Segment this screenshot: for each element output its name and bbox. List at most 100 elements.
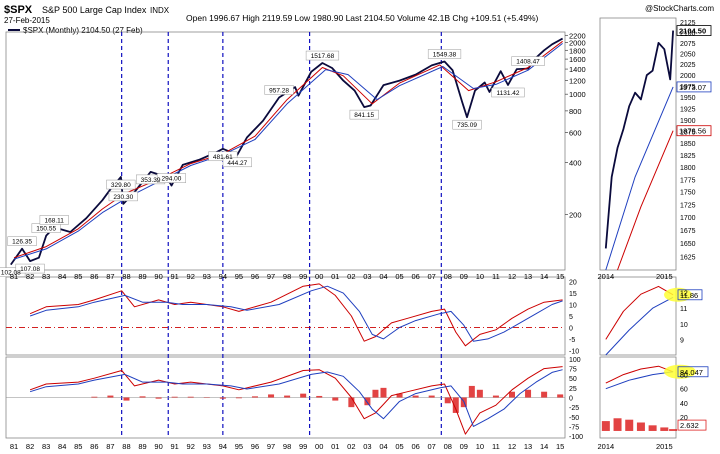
annotation-box-2 (15, 263, 45, 274)
rosc-series-1 (605, 371, 674, 390)
mom-ytick-label-4: 0 (569, 325, 573, 332)
main-series-2 (13, 43, 563, 260)
rmain-value-label-1: 1973.07 (679, 83, 706, 92)
osc-hist-bar-0 (91, 396, 98, 398)
osc-ytick-label-6: -50 (569, 415, 579, 422)
osc-xtick-label-15: 96 (251, 442, 259, 451)
main-xtick-label-4: 85 (74, 272, 82, 281)
main-xtick-label-7: 88 (122, 272, 130, 281)
osc-xtick-label-18: 99 (299, 442, 307, 451)
osc-hist-bar-29 (508, 391, 515, 398)
rmom-series-1 (605, 296, 674, 356)
rmom-ytick-label-1: 11 (680, 306, 687, 313)
chart-ohlc: Open 1996.67 High 2119.59 Low 1980.90 La… (186, 13, 539, 23)
rmain-value-label-2: 1876.56 (679, 127, 706, 136)
main-xtick-label-0: 81 (10, 272, 18, 281)
annotation-label-15: 735.09 (457, 122, 477, 129)
annotation-label-10: 444.27 (227, 160, 247, 167)
mom-series-1 (29, 285, 563, 342)
osc-xtick-label-17: 98 (283, 442, 291, 451)
osc-xtick-label-33: 14 (540, 442, 548, 451)
rmom-ytick-label-3: 9 (680, 337, 684, 344)
rmain-xtick-label-0: 2014 (598, 272, 615, 281)
osc-series-0 (29, 366, 563, 435)
osc-hist-bar-4 (155, 397, 162, 399)
rmain-ytick-label-6: 1975 (680, 84, 696, 91)
annotation-box-16 (491, 87, 525, 98)
osc-hist-bar-21 (412, 395, 419, 398)
main-ytick-label-4: 1400 (569, 65, 586, 74)
rmom-ytick-label-2: 10 (680, 322, 688, 329)
osc-ytick-label-1: 75 (569, 367, 577, 374)
annotation-box-10 (222, 157, 252, 168)
chart-legend: $SPX (Monthly) 2104.50 (27 Feb) (23, 26, 143, 35)
panel-frame-rosc (599, 356, 677, 439)
osc-xtick-label-34: 15 (556, 442, 564, 451)
main-ytick-label-9: 400 (569, 159, 582, 168)
rmain-ytick-label-18: 1675 (680, 228, 696, 235)
main-xtick-label-6: 87 (106, 272, 114, 281)
main-xtick-label-24: 05 (395, 272, 403, 281)
osc-hist-bar-5 (171, 396, 178, 398)
main-ytick-label-6: 1000 (569, 90, 586, 99)
rmain-series-1 (605, 86, 674, 271)
rmain-ytick-label-19: 1650 (680, 241, 696, 248)
osc-ytick-label-8: -100 (569, 434, 583, 441)
chart-index-name: S&P 500 Large Cap Index (42, 5, 147, 15)
annotation-box-11 (264, 85, 294, 95)
osc-xtick-label-2: 83 (42, 442, 50, 451)
osc-xtick-label-31: 12 (508, 442, 516, 451)
annotation-label-11: 957.28 (269, 87, 289, 94)
osc-hist-bar-18 (372, 389, 379, 398)
osc-xtick-label-32: 13 (524, 442, 532, 451)
annotation-label-13: 841.15 (354, 112, 374, 119)
osc-xtick-label-24: 05 (395, 442, 403, 451)
annotation-label-8: 294.00 (162, 176, 182, 183)
rmain-ytick-label-17: 1700 (680, 215, 696, 222)
osc-ytick-label-5: -25 (569, 405, 579, 412)
osc-hist-bar-11 (268, 394, 275, 398)
osc-ytick-label-2: 50 (569, 376, 577, 383)
annotation-box-14 (427, 49, 462, 59)
main-xtick-label-34: 15 (556, 272, 564, 281)
osc-ytick-label-7: -75 (569, 424, 579, 431)
annotation-label-16: 1131.42 (496, 90, 519, 97)
osc-hist-bar-19 (380, 387, 387, 398)
annotation-label-5: 329.80 (111, 182, 131, 189)
main-xtick-label-9: 90 (154, 272, 162, 281)
panel-frame-rmom (599, 276, 677, 356)
annotation-box-12 (305, 50, 340, 61)
osc-hist-bar-8 (219, 397, 226, 399)
annotation-label-9: 481.61 (213, 154, 233, 161)
main-xtick-label-13: 94 (219, 272, 227, 281)
mom-ytick-label-3: 5 (569, 314, 573, 321)
rosc-xtick-label-0: 2014 (598, 442, 615, 451)
osc-hist-bar-2 (123, 397, 130, 401)
osc-xtick-label-8: 89 (138, 442, 146, 451)
rmom-value-label: 11.86 (680, 291, 698, 300)
main-xtick-label-25: 06 (411, 272, 419, 281)
main-ytick-label-7: 800 (569, 107, 582, 116)
annotation-box-15 (452, 119, 482, 130)
panel-frame-main (5, 31, 566, 271)
rmain-series-2 (617, 130, 674, 271)
main-xtick-label-5: 86 (90, 272, 98, 281)
annotation-box-6 (108, 191, 138, 202)
rmain-ytick-label-0: 2125 (680, 20, 696, 27)
rosc-hist-bar-6 (669, 429, 678, 431)
main-series-0 (10, 37, 564, 266)
rmain-value-box-0 (676, 25, 712, 36)
rmain-ytick-label-7: 1950 (680, 95, 696, 102)
rmain-value-box-2 (676, 125, 712, 137)
osc-hist-bar-24 (452, 397, 459, 413)
rmain-ytick-label-13: 1800 (680, 165, 696, 172)
annotation-box-5 (106, 179, 136, 190)
rmain-ytick-label-3: 2050 (680, 51, 696, 58)
rosc-value-box (677, 366, 709, 378)
mom-ytick-label-2: 10 (569, 303, 577, 310)
osc-xtick-label-30: 11 (492, 442, 500, 451)
osc-hist-bar-26 (468, 385, 475, 398)
panel-frame-mom (5, 276, 566, 356)
annotation-box-13 (349, 109, 379, 120)
